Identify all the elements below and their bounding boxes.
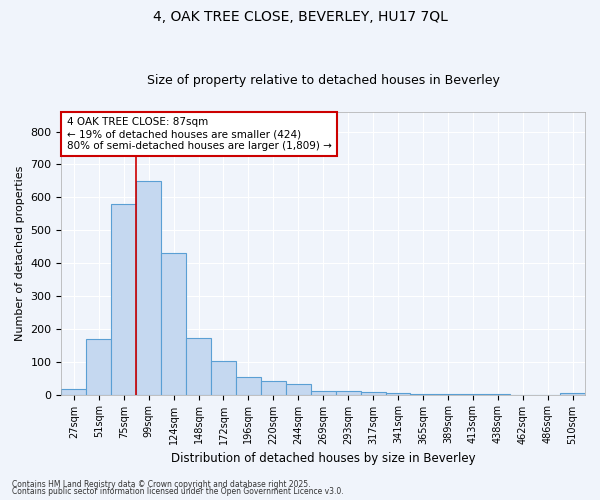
Bar [61,388,86,394]
Text: 4, OAK TREE CLOSE, BEVERLEY, HU17 7QL: 4, OAK TREE CLOSE, BEVERLEY, HU17 7QL [152,10,448,24]
Bar [136,182,161,394]
Text: Contains public sector information licensed under the Open Government Licence v3: Contains public sector information licen… [12,488,344,496]
Title: Size of property relative to detached houses in Beverley: Size of property relative to detached ho… [147,74,500,87]
Bar [211,361,236,394]
Bar [335,392,361,394]
Text: Contains HM Land Registry data © Crown copyright and database right 2025.: Contains HM Land Registry data © Crown c… [12,480,311,489]
X-axis label: Distribution of detached houses by size in Beverley: Distribution of detached houses by size … [171,452,476,465]
Bar [261,382,286,394]
Bar [311,392,335,394]
Bar [236,378,261,394]
Bar [161,253,186,394]
Bar [86,340,111,394]
Y-axis label: Number of detached properties: Number of detached properties [15,166,25,341]
Bar [111,204,136,394]
Bar [361,392,386,394]
Bar [186,338,211,394]
Text: 4 OAK TREE CLOSE: 87sqm
← 19% of detached houses are smaller (424)
80% of semi-d: 4 OAK TREE CLOSE: 87sqm ← 19% of detache… [67,118,332,150]
Bar [286,384,311,394]
